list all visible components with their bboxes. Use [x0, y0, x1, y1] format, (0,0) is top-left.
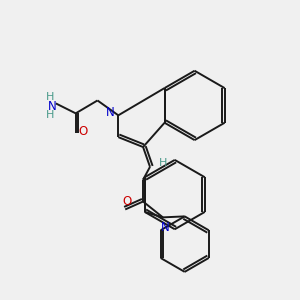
Text: O: O: [123, 195, 132, 208]
Text: N: N: [106, 106, 115, 119]
Text: H: H: [159, 158, 167, 168]
Text: H: H: [46, 92, 54, 101]
Text: H: H: [46, 110, 54, 120]
Text: O: O: [78, 125, 87, 138]
Text: N: N: [47, 100, 56, 113]
Text: N: N: [160, 221, 169, 234]
